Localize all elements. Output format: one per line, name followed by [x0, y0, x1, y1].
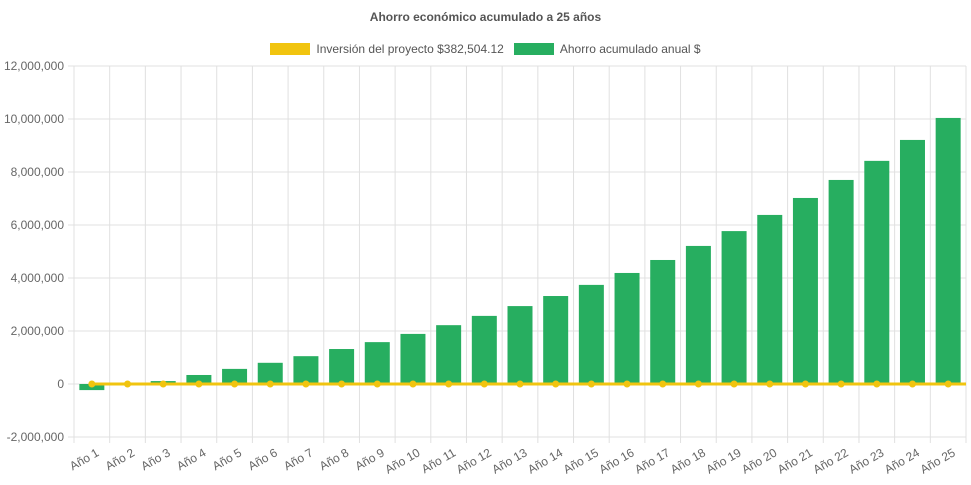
y-tick-label: -2,000,000 — [7, 430, 65, 444]
y-tick-label: 12,000,000 — [4, 59, 64, 73]
point-inversion — [659, 380, 667, 388]
point-inversion — [730, 380, 738, 388]
chart-title: Ahorro económico acumulado a 25 años — [369, 10, 602, 24]
bar-ahorro — [507, 306, 533, 384]
bar-ahorro — [222, 368, 248, 384]
x-tick-label: Año 21 — [775, 445, 815, 476]
point-inversion — [124, 380, 132, 388]
x-tick-label: Año 25 — [918, 445, 958, 476]
x-tick-label: Año 22 — [811, 445, 851, 476]
x-tick-label: Año 19 — [704, 445, 744, 476]
point-inversion — [159, 380, 167, 388]
point-inversion — [623, 380, 631, 388]
point-inversion — [445, 380, 453, 388]
bar-ahorro — [899, 139, 925, 384]
x-tick-label: Año 2 — [103, 445, 137, 473]
bar-ahorro — [578, 284, 604, 384]
y-tick-label: 0 — [57, 377, 64, 391]
bar-ahorro — [614, 272, 640, 384]
x-tick-label: Año 12 — [454, 445, 494, 476]
legend: Inversión del proyecto $382,504.12 Ahorr… — [0, 42, 971, 56]
y-tick-label: 4,000,000 — [11, 271, 65, 285]
point-inversion — [88, 380, 96, 388]
bar-ahorro — [257, 362, 283, 384]
x-tick-label: Año 4 — [174, 445, 208, 473]
x-tick-label: Año 13 — [490, 445, 530, 476]
point-inversion — [837, 380, 845, 388]
y-tick-label: 6,000,000 — [11, 218, 65, 232]
bar-ahorro — [436, 325, 462, 384]
point-inversion — [873, 380, 881, 388]
x-tick-label: Año 9 — [353, 445, 387, 473]
x-tick-label: Año 17 — [632, 445, 672, 476]
point-inversion — [801, 380, 809, 388]
x-tick-label: Año 15 — [561, 445, 601, 476]
legend-label-ahorro: Ahorro acumulado anual $ — [559, 42, 701, 56]
x-tick-label: Año 11 — [419, 445, 458, 476]
point-inversion — [908, 380, 916, 388]
legend-label-inversion: Inversión del proyecto $382,504.12 — [316, 42, 504, 56]
bar-ahorro — [721, 231, 747, 384]
point-inversion — [409, 380, 417, 388]
bar-ahorro — [864, 160, 890, 384]
bar-ahorro — [186, 374, 212, 384]
x-tick-label: Año 24 — [882, 445, 922, 476]
point-inversion — [338, 380, 346, 388]
point-inversion — [944, 380, 952, 388]
bar-ahorro — [828, 179, 854, 384]
y-tick-label: 2,000,000 — [11, 324, 65, 338]
bar-ahorro — [935, 117, 961, 384]
point-inversion — [231, 380, 239, 388]
y-tick-label: 10,000,000 — [4, 112, 64, 126]
x-tick-label: Año 20 — [739, 445, 779, 476]
x-tick-label: Año 10 — [383, 445, 423, 476]
legend-item-ahorro[interactable]: Ahorro acumulado anual $ — [513, 42, 701, 56]
point-inversion — [195, 380, 203, 388]
x-tick-label: Año 3 — [139, 445, 173, 473]
legend-item-inversion[interactable]: Inversión del proyecto $382,504.12 — [270, 42, 504, 56]
point-inversion — [480, 380, 488, 388]
legend-swatch-ahorro — [513, 43, 554, 55]
bar-ahorro — [329, 349, 355, 384]
point-inversion — [552, 380, 560, 388]
point-inversion — [516, 380, 524, 388]
x-tick-label: Año 1 — [67, 445, 101, 473]
bar-ahorro — [650, 259, 676, 384]
x-tick-label: Año 5 — [210, 445, 244, 473]
point-inversion — [766, 380, 774, 388]
point-inversion — [373, 380, 381, 388]
x-tick-label: Año 6 — [246, 445, 280, 473]
y-tick-label: 8,000,000 — [11, 165, 65, 179]
point-inversion — [302, 380, 310, 388]
x-tick-label: Año 16 — [597, 445, 637, 476]
x-tick-label: Año 8 — [317, 445, 351, 473]
x-tick-label: Año 18 — [668, 445, 708, 476]
bar-ahorro — [543, 296, 569, 384]
x-tick-label: Año 14 — [525, 445, 565, 476]
bar-ahorro — [400, 333, 426, 384]
bar-ahorro — [757, 214, 783, 384]
bar-ahorro — [471, 315, 497, 384]
x-tick-label: Año 23 — [846, 445, 886, 476]
bar-ahorro — [685, 245, 711, 384]
point-inversion — [587, 380, 595, 388]
legend-swatch-inversion — [270, 43, 311, 55]
x-tick-label: Año 7 — [281, 445, 315, 473]
point-inversion — [266, 380, 274, 388]
bar-ahorro — [293, 356, 319, 384]
point-inversion — [694, 380, 702, 388]
bar-ahorro — [792, 197, 818, 384]
bar-ahorro — [364, 342, 390, 384]
